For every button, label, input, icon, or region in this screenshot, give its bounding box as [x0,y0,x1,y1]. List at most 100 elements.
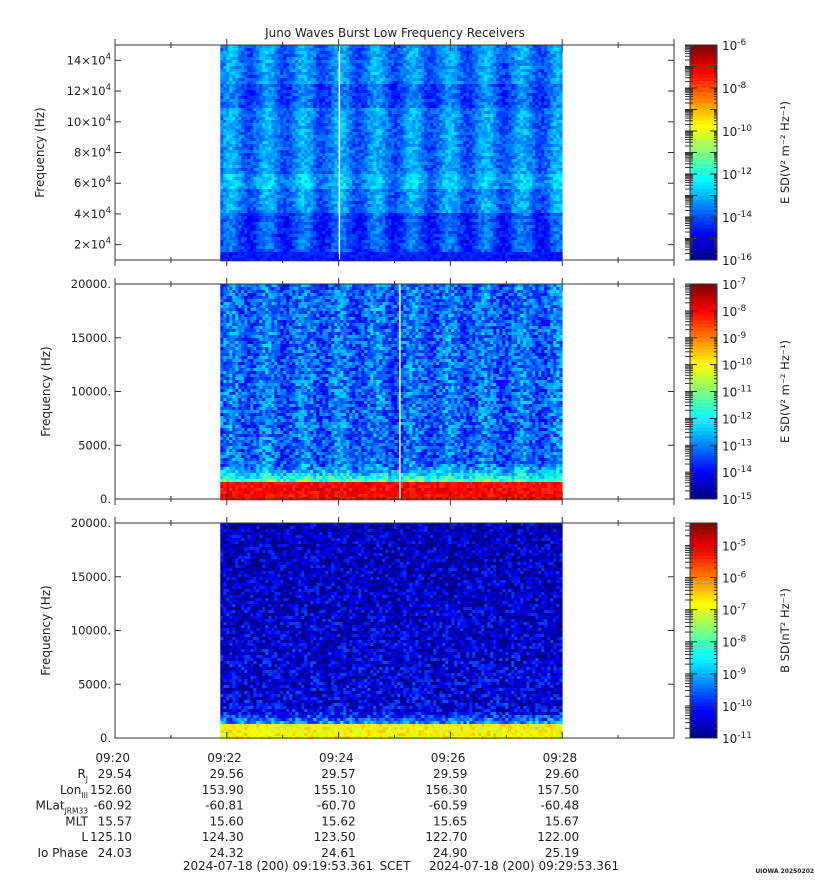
ephem-value-4-4: 122.00 [537,830,579,844]
panel-2: 0. 5000. 10000. 15000. 20000. Frequency (Hz) 1… [39,277,792,507]
ephem-value-5-1: 24.32 [209,846,243,860]
xtick-label-1: 09:22 [207,751,242,765]
colorbar-3: 10-5 10-6 10-7 10-8 10-9 10-10 10-11 B SD(nT² H… [685,523,792,746]
ephem-value-4-3: 122.70 [425,830,467,844]
ephem-value-4-0: 125.10 [90,830,132,844]
ytick-label-3-3: 15000. [71,570,111,584]
ylabel-1: Frequency (Hz) [33,107,47,198]
ephem-label-0: RJ [77,767,88,784]
ytick-label-1-6: 14×104 [67,52,111,67]
ytick-label-1-0: 2×104 [74,237,111,252]
ephem-value-5-3: 24.90 [433,846,467,860]
colorbar-tick-2-4: 10-11 [722,385,752,400]
ephem-value-3-2: 15.62 [321,814,355,828]
ephem-value-5-2: 24.61 [321,846,355,860]
colorbar-tick-2-1: 10-8 [722,304,747,319]
colorbar-tick-1-0: 10-6 [722,38,747,53]
ephem-value-1-1: 153.90 [202,783,244,797]
ephem-label-2: MLatJRM33 [35,799,88,816]
ytick-label-1-3: 8×104 [74,145,111,160]
data-gap-2 [399,284,401,499]
xtick-label-4: 09:28 [543,751,578,765]
panel-3: 0. 5000. 10000. 15000. 20000. Frequency (Hz) 1… [39,516,792,746]
panel-1: 2×104 4×104 6×104 8×104 10×104 12×104 14×104 Fr… [33,38,792,268]
ephem-value-3-3: 15.65 [433,814,467,828]
ephem-value-3-4: 15.67 [545,814,579,828]
footer-end-time: 2024-07-18 (200) 09:29:53.361 [429,859,619,873]
footer-scet-label: SCET [380,859,412,873]
ytick-label-1-1: 4×104 [74,206,111,221]
ephem-value-2-4: -60.48 [541,799,580,813]
version-stamp: UIOWA 20250202 [755,868,814,875]
ephem-value-3-1: 15.60 [209,814,243,828]
ephem-value-2-3: -60.59 [429,799,468,813]
colorbar-tick-1-2: 10-10 [722,124,752,139]
ephem-label-4: L [81,830,88,844]
ytick-label-2-4: 20000. [71,277,111,291]
xtick-label-0: 09:20 [95,751,130,765]
colorbar-tick-2-7: 10-14 [722,465,752,480]
colorbar-tick-3-0: 10-5 [722,538,746,553]
xtick-label-2: 09:24 [319,751,354,765]
ytick-label-3-0: 0. [100,731,111,745]
ephem-value-3-0: 15.57 [98,814,132,828]
ephem-value-1-0: 152.60 [90,783,132,797]
colorbar-tick-3-6: 10-11 [722,731,752,746]
colorbar-tick-3-2: 10-7 [722,603,746,618]
ephem-value-4-1: 124.30 [202,830,244,844]
ephem-value-0-4: 29.60 [545,767,579,781]
colorbar-tick-1-4: 10-14 [722,210,752,225]
colorbar-tick-2-0: 10-7 [722,277,746,292]
colorbar-label-3: B SD(nT² Hz⁻¹) [778,588,792,673]
ephem-value-2-0: -60.92 [93,799,132,813]
ephem-value-0-3: 29.59 [433,767,467,781]
ytick-label-1-2: 6×104 [74,175,111,190]
ytick-label-1-4: 10×104 [67,114,111,129]
ytick-label-1-5: 12×104 [67,83,111,98]
colorbar-tick-2-2: 10-9 [722,331,747,346]
ephem-label-1: LonIII [60,783,88,800]
panels: 2×104 4×104 6×104 8×104 10×104 12×104 14×104 Fr… [33,38,792,746]
ephem-value-5-4: 25.19 [545,846,579,860]
ephem-value-5-0: 24.03 [98,846,132,860]
ephem-value-1-2: 155.10 [314,783,356,797]
ytick-label-3-2: 10000. [71,624,111,638]
colorbar-tick-2-8: 10-15 [722,492,752,507]
ylabel-3: Frequency (Hz) [39,585,53,676]
footer-start-time: 2024-07-18 (200) 09:19:53.361 [183,859,373,873]
ephem-value-2-1: -60.81 [205,799,244,813]
ylabel-2: Frequency (Hz) [39,346,53,437]
colorbar-tick-3-5: 10-10 [722,699,752,714]
colorbar-tick-2-6: 10-13 [722,438,752,453]
ephem-label-3: MLT [65,814,88,828]
colorbar-tick-3-3: 10-8 [722,635,747,650]
colorbar-tick-3-1: 10-6 [722,571,747,586]
colorbar-label-1: E SD(V² m⁻² Hz⁻¹) [778,101,792,204]
ytick-label-2-2: 10000. [71,385,111,399]
ytick-label-2-0: 0. [100,492,111,506]
colorbar-tick-3-4: 10-9 [722,667,747,682]
ephem-label-5: Io Phase [37,846,88,860]
xtick-label-3: 09:26 [431,751,466,765]
ephem-value-1-3: 156.30 [425,783,467,797]
ephem-value-0-0: 29.54 [98,767,132,781]
ytick-label-3-4: 20000. [71,516,111,530]
ytick-label-2-1: 5000. [78,438,111,452]
ephem-value-1-4: 157.50 [537,783,579,797]
colorbar-tick-2-5: 10-12 [722,411,752,426]
ephem-value-2-2: -60.70 [317,799,356,813]
colorbar-2: 10-7 10-8 10-9 10-10 10-11 10-12 10-13 10-14 10-… [685,277,792,507]
figure-title: Juno Waves Burst Low Frequency Receivers [264,26,525,40]
ephem-value-0-1: 29.56 [209,767,243,781]
colorbar-tick-2-3: 10-10 [722,358,752,373]
colorbar-1: 10-6 10-8 10-10 10-12 10-14 10-16 E SD(V² m⁻² … [685,38,792,268]
ephemeris-table: RJ 29.54 29.56 29.57 29.59 29.60 LonIII 152.60 1… [35,767,579,860]
ephem-value-0-2: 29.57 [321,767,355,781]
colorbar-tick-1-5: 10-16 [722,253,752,268]
colorbar-label-2: E SD(V² m⁻² Hz⁻¹) [778,340,792,443]
ytick-label-3-1: 5000. [78,677,111,691]
colorbar-tick-1-3: 10-12 [722,167,752,182]
ytick-label-2-3: 15000. [71,331,111,345]
colorbar-tick-1-1: 10-8 [722,81,747,96]
